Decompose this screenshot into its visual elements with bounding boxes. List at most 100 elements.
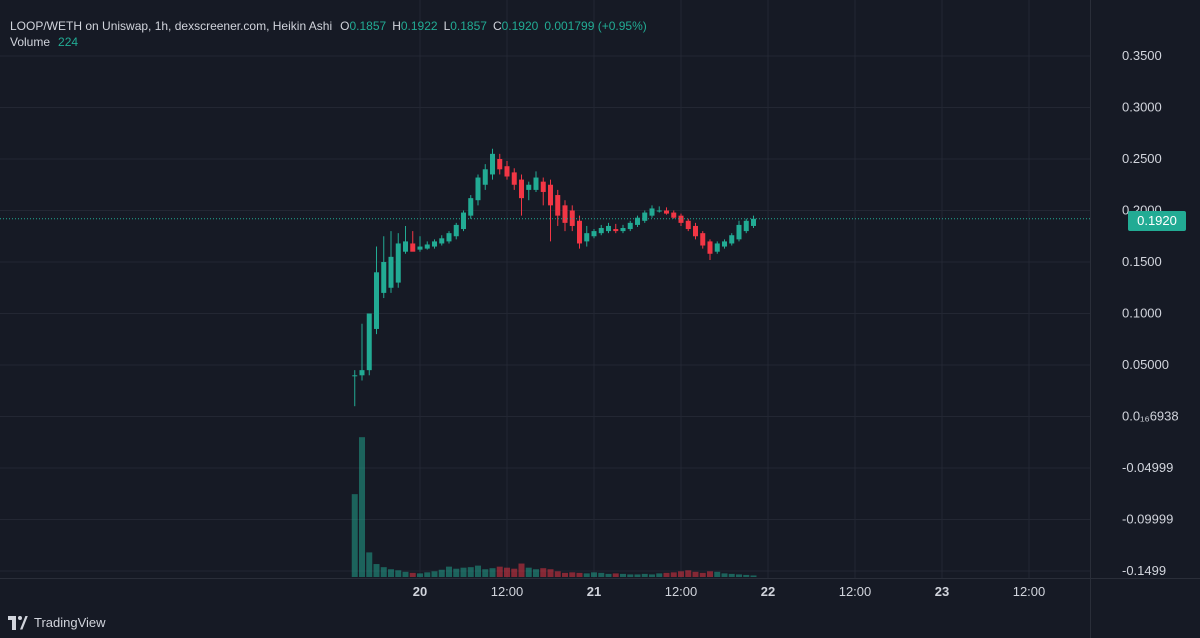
volume-bar	[569, 572, 576, 577]
volume-bar	[670, 572, 677, 577]
volume-bar	[576, 572, 583, 577]
candle-body	[685, 220, 691, 230]
volume-bar	[475, 565, 481, 577]
candle-body	[374, 272, 379, 329]
candle-body	[714, 243, 720, 252]
price-axis-label: 0.3500	[1122, 48, 1162, 63]
volume-bar	[743, 574, 750, 577]
volume-bar	[634, 574, 641, 577]
candle-body	[613, 229, 619, 232]
volume-bar	[366, 552, 373, 577]
current-price-tag: 0.1920	[1128, 211, 1186, 231]
price-axis-label: -0.1499	[1122, 563, 1166, 578]
candle-body	[432, 241, 437, 247]
time-axis-label: 12:00	[839, 584, 872, 599]
time-axis-label: 21	[587, 584, 601, 599]
volume-bar	[373, 564, 380, 577]
volume-bar	[482, 569, 489, 577]
volume-bar	[663, 572, 670, 577]
candle-body	[664, 210, 669, 214]
volume-bar	[460, 567, 467, 577]
price-axis-label: 0.05000	[1122, 357, 1169, 372]
candle-body	[606, 225, 611, 232]
high-label: H	[392, 19, 401, 33]
candle-body	[736, 224, 742, 240]
volume-bar	[649, 574, 655, 577]
price-axis-label: 0.2500	[1122, 151, 1162, 166]
chart-legend: LOOP/WETH on Uniswap, 1h, dexscreener.co…	[10, 18, 653, 50]
candle-body	[722, 241, 727, 247]
candle-body	[453, 224, 459, 237]
volume-bar	[417, 573, 423, 577]
candle-body	[729, 235, 735, 244]
candle-body	[497, 159, 503, 170]
volume-bar	[750, 575, 757, 577]
candle-body	[656, 210, 662, 212]
volume-bar	[656, 573, 663, 577]
change-value: 0.001799 (+0.95%)	[544, 19, 647, 33]
volume-bar	[598, 572, 605, 577]
volume-bar	[388, 569, 394, 577]
volume-bar	[562, 572, 568, 577]
volume-bar	[446, 566, 452, 577]
volume-bar	[583, 573, 590, 577]
candle-body	[446, 233, 452, 242]
volume-value: 224	[58, 35, 79, 49]
candle-body	[519, 179, 524, 199]
volume-bar	[547, 569, 554, 577]
candle-body	[540, 181, 546, 192]
close-label: C	[492, 19, 502, 33]
candle-body	[533, 177, 539, 190]
candle-body	[548, 184, 553, 206]
candle-body	[577, 220, 582, 244]
tradingview-brand[interactable]: TradingView	[8, 615, 106, 630]
price-axis-label: -0.04999	[1122, 460, 1173, 475]
volume-bar	[504, 567, 510, 577]
candle-body	[671, 212, 677, 218]
volume-bar	[540, 568, 547, 577]
volume-bar	[612, 573, 619, 577]
low-value: 0.1857	[450, 19, 487, 33]
volume-row: Volume 224	[10, 34, 653, 50]
volume-bar	[424, 572, 431, 577]
candle-body	[678, 215, 684, 223]
time-axis-label: 12:00	[665, 584, 698, 599]
candle-body	[403, 241, 408, 252]
volume-bar	[620, 573, 626, 577]
price-axis-label: 0.3000	[1122, 100, 1162, 115]
candle-body	[562, 205, 568, 223]
time-axis-label: 12:00	[1013, 584, 1046, 599]
candle-body	[352, 375, 358, 377]
candle-body	[649, 208, 655, 216]
volume-bar	[402, 571, 409, 577]
volume-bar	[533, 569, 539, 577]
candle-body	[584, 233, 590, 242]
candle-body	[490, 153, 495, 175]
candle-body	[381, 262, 387, 293]
volume-bar	[351, 494, 358, 577]
volume-bar	[692, 571, 699, 577]
candle-body	[504, 166, 510, 177]
open-label: O	[340, 19, 350, 33]
volume-bar	[438, 569, 445, 577]
candle-body	[417, 246, 423, 250]
volume-bar	[728, 573, 735, 577]
volume-bar	[496, 566, 503, 577]
candle-body	[461, 212, 466, 230]
volume-bar	[395, 570, 402, 577]
candle-body	[707, 241, 713, 254]
volume-bar	[489, 568, 496, 577]
volume-bar	[511, 568, 518, 577]
close-value: 0.1920	[501, 19, 539, 33]
volume-label: Volume	[10, 35, 51, 49]
volume-bar	[627, 574, 634, 577]
volume-bar	[678, 571, 684, 577]
volume-bar	[699, 572, 706, 577]
candle-body	[468, 198, 474, 216]
volume-bar	[591, 572, 597, 577]
candle-body	[700, 233, 706, 246]
candle-body	[410, 243, 416, 252]
volume-bar	[641, 573, 648, 577]
